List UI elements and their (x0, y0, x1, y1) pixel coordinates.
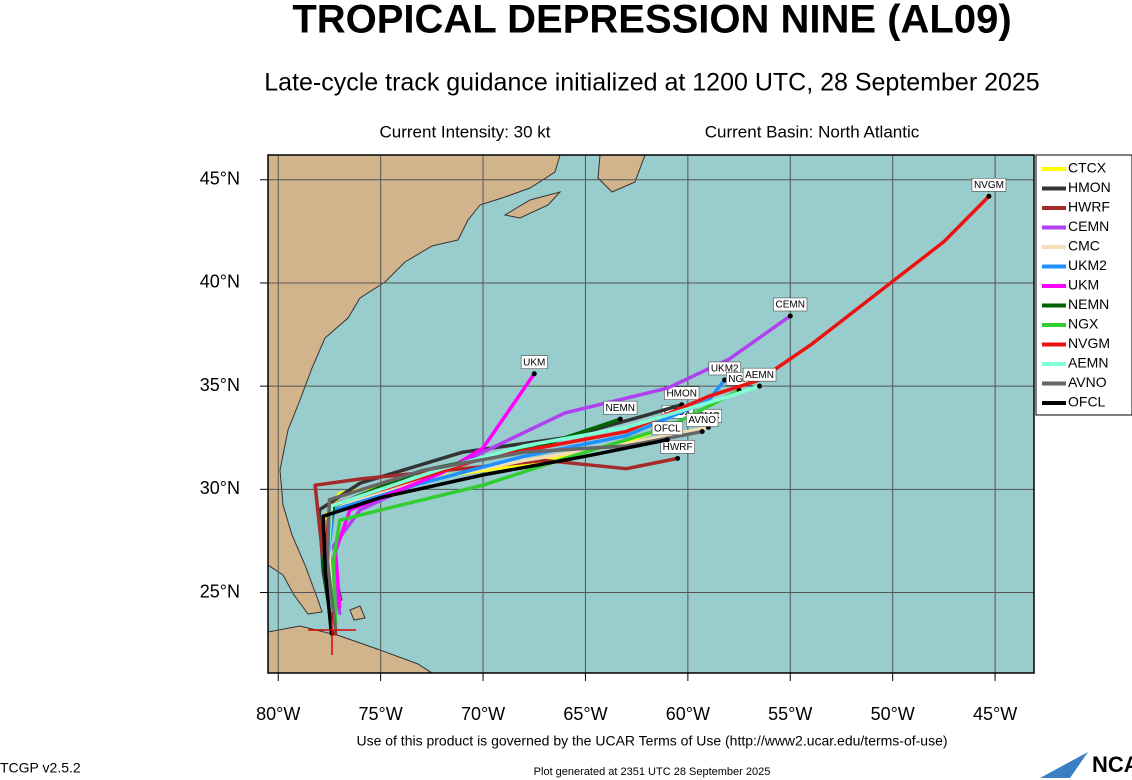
track-end-label: AEMN (745, 370, 774, 381)
version: TCGP v2.5.2 (0, 760, 81, 776)
track (333, 372, 537, 609)
track-end-label: AVNO (688, 415, 716, 426)
track-end (787, 313, 793, 319)
track-end-box (742, 367, 777, 382)
x-tick-label: 70°W (461, 704, 505, 724)
legend-label: CTCX (1068, 160, 1107, 176)
y-tick-label: 45°N (200, 169, 240, 189)
track (331, 388, 741, 626)
track-end-label: NVGM (974, 180, 1004, 191)
axes: 80°W 75°W 70°W 65°W 60°W 55°W 50°W 45°W 25°N 30°N… (200, 169, 1017, 724)
track-end-label: NEMN (606, 403, 635, 414)
legend: CTCX HMON HWRF CEMN CMC UKM2 UKM NEMN NGX NVGM AEM… (1042, 160, 1111, 410)
tracks: CTCXHMONHWRFCEMNCMCUKM2UKMNEMNNGXNVGMAEM… (313, 178, 1007, 636)
track-end-label: HMON (666, 388, 697, 399)
track-end (722, 377, 728, 383)
y-tick-label: 25°N (200, 581, 240, 601)
track-end-label: HWRF (663, 442, 693, 453)
track-end (699, 429, 705, 435)
legend-label: AEMN (1068, 355, 1108, 371)
track-end-label: OFCL (654, 423, 681, 434)
track-end-label: NGX (728, 374, 750, 385)
track (325, 429, 704, 632)
current-basin: Current Basin: North Atlantic (705, 122, 920, 141)
x-tick-label: 45°W (973, 704, 1017, 724)
map-area: CTCXHMONHWRFCEMNCMCUKM2UKMNEMNNGXNVGMAEM… (268, 155, 1034, 673)
track-end-box (664, 386, 700, 400)
track-end-box (773, 297, 808, 312)
legend-label: CEMN (1068, 218, 1109, 234)
y-tick-label: 30°N (200, 478, 240, 498)
y-tick-label: 35°N (200, 375, 240, 395)
track-end-label: CEMN (776, 300, 805, 311)
legend-label: UKM (1068, 277, 1099, 293)
x-tick-label: 55°W (768, 704, 812, 724)
track-end (664, 437, 670, 443)
logo-mark (1040, 752, 1088, 778)
legend-label: AVNO (1068, 374, 1107, 390)
track-end (986, 193, 992, 199)
track-end (757, 383, 763, 389)
title: TROPICAL DEPRESSION NINE (AL09) (292, 0, 1011, 42)
track-end (531, 371, 537, 377)
track-end-label: UKM (523, 357, 545, 368)
track-end-box (603, 400, 638, 415)
logo-text: NCAR (1092, 752, 1132, 777)
track-end (675, 455, 681, 461)
cuba (268, 625, 433, 673)
track-end-box (708, 361, 741, 376)
track-end-box (971, 178, 1007, 192)
track-end-box (651, 421, 683, 436)
legend-label: OFCL (1068, 394, 1106, 410)
track-end (617, 416, 623, 422)
track-end-box (660, 440, 695, 454)
bahamas-2 (349, 605, 366, 621)
legend-label: NGX (1068, 316, 1099, 332)
plot-frame (267, 154, 1035, 674)
x-tick-label: 80°W (256, 704, 300, 724)
y-tick-label: 40°N (200, 272, 240, 292)
legend-label: NVGM (1068, 335, 1110, 351)
grid (268, 155, 1034, 673)
north-america (268, 155, 561, 615)
nova-scotia (503, 191, 562, 219)
legend-label: CMC (1068, 238, 1100, 254)
current-intensity: Current Intensity: 30 kt (379, 122, 550, 141)
x-tick-label: 60°W (666, 704, 710, 724)
current-position (308, 612, 356, 655)
track-end-box (686, 413, 719, 427)
track (321, 438, 670, 636)
legend-label: HWRF (1068, 199, 1110, 215)
x-tick-label: 75°W (359, 704, 403, 724)
x-tick-label: 65°W (563, 704, 607, 724)
track-end-label: UKM2 (711, 364, 739, 375)
legend-label: UKM2 (1068, 257, 1107, 273)
x-tick-label: 50°W (871, 704, 915, 724)
legend-label: NEMN (1068, 296, 1109, 312)
legend-label: HMON (1068, 179, 1111, 195)
subtitle: Late-cycle track guidance initialized at… (264, 69, 1039, 97)
generated: Plot generated at 2351 UTC 28 September … (534, 766, 771, 778)
newfoundland (597, 155, 646, 193)
terms: Use of this product is governed by the U… (356, 733, 947, 749)
track-end-box (520, 355, 548, 370)
